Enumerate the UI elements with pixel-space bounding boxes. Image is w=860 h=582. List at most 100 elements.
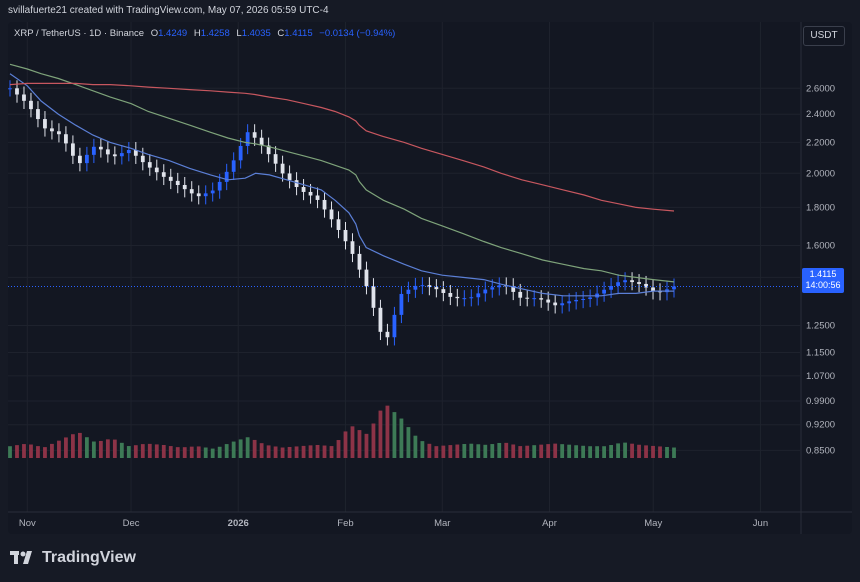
volume-bar bbox=[609, 445, 613, 458]
candle-body bbox=[224, 171, 229, 182]
y-tick-label: 1.6000 bbox=[806, 241, 835, 252]
candle-body bbox=[140, 155, 145, 163]
candle-body bbox=[329, 209, 334, 220]
volume-bar bbox=[126, 446, 131, 458]
candle-body bbox=[567, 301, 572, 304]
candle-body bbox=[203, 193, 208, 197]
tradingview-logo-icon bbox=[10, 551, 32, 564]
volume-bar bbox=[588, 446, 593, 458]
volume-bar bbox=[210, 448, 215, 458]
volume-bar bbox=[392, 412, 397, 458]
volume-bar bbox=[273, 446, 278, 458]
volume-bar bbox=[553, 443, 558, 458]
candle-body bbox=[238, 145, 243, 161]
candle-body bbox=[15, 88, 19, 95]
symbol-legend[interactable]: XRP / TetherUS · 1D · Binance O1.4249 H1… bbox=[14, 28, 395, 39]
low-label: L bbox=[236, 28, 242, 39]
candle-body bbox=[343, 229, 348, 242]
volume-bar bbox=[378, 410, 383, 458]
candle-body bbox=[112, 154, 117, 157]
candle-body bbox=[196, 193, 201, 197]
volume-bar bbox=[658, 446, 662, 458]
volume-bar bbox=[301, 445, 306, 458]
candle-body bbox=[553, 302, 558, 306]
candle-body bbox=[518, 291, 523, 298]
candle-body bbox=[483, 289, 488, 294]
candle-body bbox=[50, 128, 54, 132]
volume-bar bbox=[231, 441, 236, 458]
candle-body bbox=[441, 289, 446, 293]
volume-bar bbox=[217, 446, 222, 458]
volume-bar bbox=[175, 447, 180, 458]
candle-body bbox=[22, 94, 26, 101]
candle-body bbox=[315, 195, 320, 200]
volume-bar bbox=[539, 444, 544, 458]
candle-body bbox=[623, 280, 627, 283]
candle-body bbox=[77, 155, 82, 164]
volume-bar bbox=[161, 444, 166, 458]
candle-body bbox=[497, 285, 502, 288]
close-label: C bbox=[277, 28, 285, 39]
open-label: O bbox=[150, 28, 159, 39]
candle-body bbox=[448, 292, 453, 297]
candle-body bbox=[322, 199, 327, 210]
volume-bar bbox=[532, 445, 537, 458]
volume-bar bbox=[441, 445, 446, 458]
candle-body bbox=[91, 146, 96, 155]
volume-bar bbox=[287, 446, 292, 458]
candle-body bbox=[609, 285, 613, 290]
volume-bar bbox=[238, 439, 243, 458]
price-chart[interactable]: 2.60002.40002.20002.00001.80001.60001.45… bbox=[8, 22, 852, 534]
volume-bar bbox=[595, 446, 600, 458]
tradingview-logo[interactable]: TradingView bbox=[10, 549, 136, 567]
symbol-title[interactable]: XRP / TetherUS · 1D · Binance bbox=[14, 28, 145, 39]
y-tick-label: 1.0700 bbox=[806, 371, 835, 382]
volume-bar bbox=[462, 444, 467, 458]
candle-body bbox=[378, 307, 383, 332]
candle-body bbox=[252, 132, 257, 138]
volume-bar bbox=[623, 442, 627, 458]
volume-bar bbox=[43, 447, 47, 458]
volume-bar bbox=[651, 445, 655, 458]
candle-body bbox=[189, 189, 194, 194]
x-tick-label: May bbox=[644, 518, 662, 529]
candle-body bbox=[71, 143, 75, 156]
x-tick-label: Nov bbox=[19, 518, 36, 529]
candle-body bbox=[560, 303, 565, 306]
candle-body bbox=[119, 153, 124, 157]
candle-body bbox=[57, 131, 61, 135]
volume-bar bbox=[546, 444, 551, 458]
y-tick-label: 1.1500 bbox=[806, 347, 835, 358]
candle-body bbox=[217, 181, 222, 191]
volume-bar bbox=[105, 439, 110, 458]
ma-green-line bbox=[9, 63, 675, 283]
volume-bar bbox=[182, 447, 187, 458]
candle-body bbox=[672, 286, 676, 290]
volume-bar bbox=[630, 443, 634, 458]
candle-body bbox=[280, 163, 285, 174]
ma-red-line bbox=[9, 82, 675, 212]
candle-body bbox=[525, 297, 530, 299]
candle-body bbox=[630, 280, 634, 283]
volume-bar bbox=[98, 440, 103, 458]
candle-body bbox=[147, 162, 152, 168]
volume-bar bbox=[133, 445, 138, 458]
candle-body bbox=[154, 167, 159, 173]
candle-body bbox=[574, 299, 579, 302]
candle-body bbox=[350, 241, 355, 254]
volume-bar bbox=[168, 446, 173, 458]
candle-body bbox=[637, 282, 641, 284]
last-price-tag: 1.4115 14:00:56 bbox=[802, 268, 844, 293]
volume-bar bbox=[322, 445, 327, 458]
volume-bar bbox=[112, 439, 117, 458]
candle-body bbox=[259, 137, 264, 146]
volume-bar bbox=[245, 437, 250, 458]
candle-body bbox=[336, 219, 341, 230]
candle-body bbox=[420, 285, 425, 287]
y-tick-label: 2.6000 bbox=[806, 83, 835, 94]
volume-bar bbox=[406, 427, 411, 458]
candle-body bbox=[532, 298, 537, 300]
currency-unit-button[interactable]: USDT bbox=[803, 26, 845, 46]
volume-bar bbox=[294, 446, 299, 458]
candle-body bbox=[210, 190, 215, 194]
